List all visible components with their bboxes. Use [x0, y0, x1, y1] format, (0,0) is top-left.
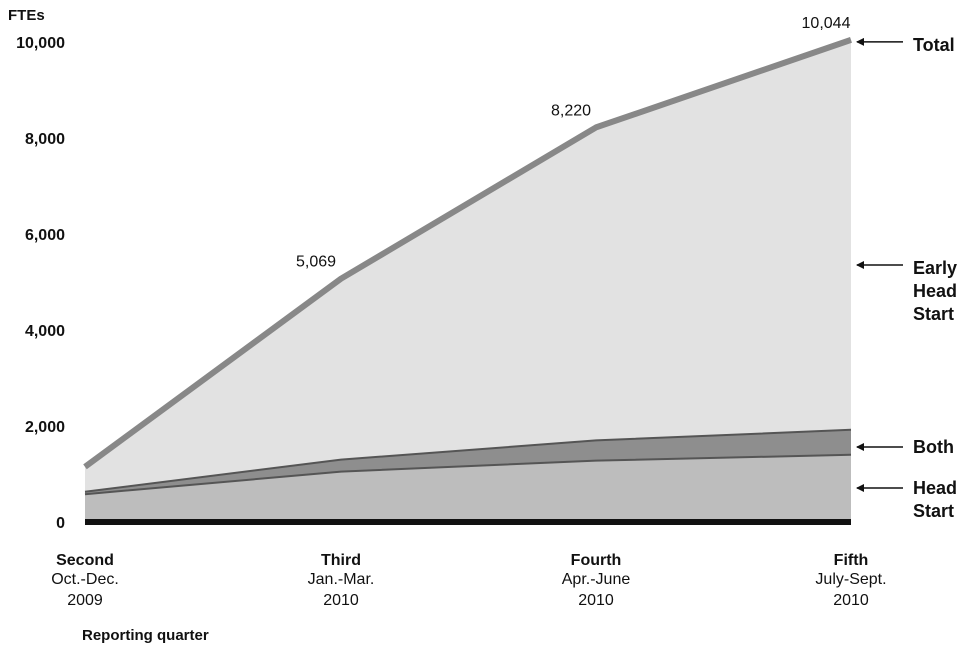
x-category-period: Oct.-Dec.	[51, 571, 119, 588]
y-tick-label: 4,000	[25, 323, 65, 340]
area-layers	[85, 39, 851, 522]
total-data-label: 5,069	[296, 254, 336, 271]
series-name-total: Total	[913, 35, 955, 55]
y-tick-label: 6,000	[25, 227, 65, 244]
area-both	[85, 429, 851, 495]
x-category-year: 2009	[67, 592, 103, 609]
x-category-name: Second	[56, 552, 114, 569]
boundary-line-both	[84, 428, 852, 493]
x-axis-title: Reporting quarter	[82, 627, 209, 644]
x-category-year: 2010	[323, 592, 359, 609]
y-tick-label: 8,000	[25, 131, 65, 148]
total-line	[83, 37, 852, 470]
x-category-name: Fifth	[834, 552, 869, 569]
x-category-year: 2010	[833, 592, 869, 609]
x-category-name: Fourth	[571, 552, 622, 569]
total-data-label: 8,220	[551, 102, 591, 119]
y-tick-label: 0	[56, 515, 65, 532]
y-tick-label: 2,000	[25, 419, 65, 436]
y-axis-title: FTEs	[8, 7, 45, 24]
x-category-period: Apr.-June	[562, 571, 631, 588]
series-name-early-head-start: Head	[913, 281, 957, 301]
y-axis: 0 2,000 4,000 6,000 8,000 10,000	[16, 35, 65, 532]
boundary-line-head-start	[84, 453, 852, 496]
series-lines	[83, 37, 852, 525]
x-category-period: Jan.-Mar.	[308, 571, 375, 588]
series-name-head-start: Start	[913, 501, 954, 521]
series-callouts: Total Early Head Start Both Head Start	[856, 35, 957, 521]
series-name-early-head-start: Start	[913, 304, 954, 324]
series-name-both: Both	[913, 437, 954, 457]
data-labels: 5,069 8,220 10,044	[296, 15, 851, 271]
x-axis: Second Oct.-Dec. 2009 Third Jan.-Mar. 2010 Fou…	[51, 552, 886, 609]
x-category-year: 2010	[578, 592, 614, 609]
total-data-label: 10,044	[802, 15, 851, 32]
x-category-period: July-Sept.	[815, 571, 886, 588]
area-head-start	[85, 454, 851, 522]
area-early-head-start	[85, 39, 851, 492]
y-tick-label: 10,000	[16, 35, 65, 52]
series-name-early-head-start: Early	[913, 258, 957, 278]
series-name-head-start: Head	[913, 478, 957, 498]
x-category-name: Third	[321, 552, 361, 569]
